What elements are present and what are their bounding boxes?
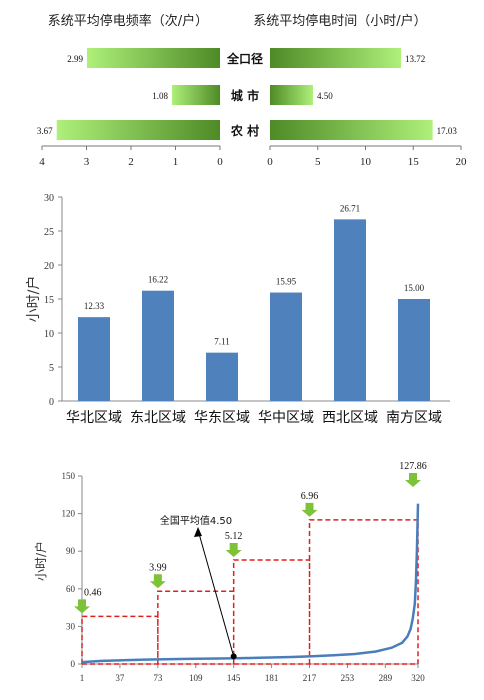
right-x-tick-label: 10 (360, 156, 372, 168)
c3-y-tick-label: 90 (66, 546, 76, 556)
region-bar (142, 290, 174, 401)
right-x-tick-label: 15 (408, 156, 420, 168)
c2-y-tick-label: 15 (44, 295, 54, 306)
arrow-marker (74, 599, 90, 614)
region-category-label: 南方区域 (386, 410, 442, 426)
c3-y-tick-label: 120 (62, 509, 76, 519)
c2-y-axis-label: 小时/户 (25, 276, 42, 323)
left-bar-label: 3.67 (37, 126, 53, 136)
right-bar-label: 4.50 (317, 91, 333, 101)
right-x-tick-label: 20 (456, 156, 468, 168)
c3-x-tick-label: 181 (265, 673, 279, 683)
region-bar-label: 12.33 (84, 301, 105, 311)
c3-x-tick-label: 73 (153, 673, 163, 683)
right-bar-label: 13.72 (405, 54, 425, 64)
right-panel-title: 系统平均停电时间（小时/户） (253, 13, 426, 29)
region-bar-label: 15.00 (404, 283, 425, 293)
left-bar (86, 48, 220, 68)
right-bar-label: 17.03 (437, 126, 458, 136)
c3-y-tick-label: 0 (71, 659, 76, 669)
region-bar (398, 299, 430, 401)
region-bar (270, 292, 302, 401)
arrow-label: 127.86 (399, 461, 427, 472)
left-bar-label: 2.99 (67, 54, 83, 64)
c3-y-tick-label: 150 (62, 471, 76, 481)
c2-y-tick-label: 10 (44, 329, 54, 340)
step-boxes (81, 519, 419, 665)
left-x-tick-label: 0 (217, 156, 223, 168)
annotation-point (230, 653, 237, 660)
c3-x-tick-label: 1 (80, 673, 85, 683)
region-category-label: 西北区域 (322, 410, 378, 426)
left-bar (56, 120, 221, 140)
arrow-label: 5.12 (225, 531, 243, 542)
arrow-marker (149, 574, 166, 589)
c3-x-tick-label: 145 (227, 673, 241, 683)
c3-x-tick-label: 320 (411, 673, 425, 683)
annotation-arrowhead (194, 527, 202, 537)
arrow-marker (301, 502, 318, 517)
c3-x-tick-label: 289 (379, 673, 393, 683)
region-bar (78, 317, 110, 401)
arrow-marker (225, 542, 242, 557)
region-bar (334, 219, 366, 401)
right-bar (270, 48, 402, 68)
regional-bar-chart: 小时/户 0 5 10 15 20 25 30 12.33 华北区域 16.22 东北区域 7.11 华… (25, 193, 450, 426)
left-x-tick-label: 3 (84, 156, 90, 168)
right-bar (270, 85, 313, 105)
region-category-label: 华东区域 (194, 410, 250, 426)
region-bar-label: 7.11 (214, 337, 229, 347)
c3-y-tick-label: 30 (66, 621, 76, 631)
region-bar (206, 352, 238, 401)
c3-x-tick-label: 37 (115, 673, 125, 683)
right-x-tick-label: 0 (267, 156, 273, 168)
c3-y-tick-label: 60 (66, 584, 76, 594)
region-bar-label: 16.22 (148, 275, 168, 285)
c2-y-tick-label: 5 (49, 363, 54, 374)
c3-x-tick-label: 217 (303, 673, 317, 683)
sorted-duration-chart: 小时/户 0 30 60 90 120 150 1 37 73 109 145 181 217 253 28… (33, 461, 427, 683)
c2-y-tick-label: 25 (44, 227, 54, 238)
region-category-label: 华中区域 (258, 410, 314, 426)
c3-x-tick-label: 109 (189, 673, 203, 683)
arrow-label: 0.46 (84, 587, 102, 598)
freq-duration-chart: 系统平均停电频率（次/户） 系统平均停电时间（小时/户） 2.99 13.72 全口… (37, 13, 467, 168)
left-bar-label: 1.08 (152, 91, 168, 101)
annotation-label: 全国平均值4.50 (160, 514, 232, 527)
c3-y-axis-label: 小时/户 (33, 541, 48, 581)
category-label: 城 市 (231, 88, 259, 103)
left-x-tick-label: 2 (128, 156, 134, 168)
category-label: 农 村 (230, 123, 259, 138)
left-panel-title: 系统平均停电频率（次/户） (48, 13, 208, 29)
region-bar-label: 15.95 (276, 277, 297, 287)
arrow-label: 6.96 (301, 491, 319, 502)
c2-y-tick-label: 0 (49, 397, 54, 408)
right-x-tick-label: 5 (315, 156, 321, 168)
annotation-leader (197, 529, 235, 657)
series-line (81, 503, 420, 664)
left-x-tick-label: 4 (39, 156, 45, 168)
region-category-label: 华北区域 (66, 410, 122, 426)
left-x-tick-label: 1 (173, 156, 179, 168)
region-category-label: 东北区域 (130, 410, 186, 426)
right-bar (270, 120, 433, 140)
arrow-label: 3.99 (149, 562, 167, 573)
c2-y-tick-label: 30 (44, 193, 54, 204)
arrow-marker (405, 473, 421, 487)
c3-x-tick-label: 253 (341, 673, 355, 683)
region-bar-label: 26.71 (340, 203, 360, 213)
category-label: 全口径 (226, 51, 263, 66)
c2-y-tick-label: 20 (44, 261, 54, 272)
left-bar (171, 85, 220, 105)
